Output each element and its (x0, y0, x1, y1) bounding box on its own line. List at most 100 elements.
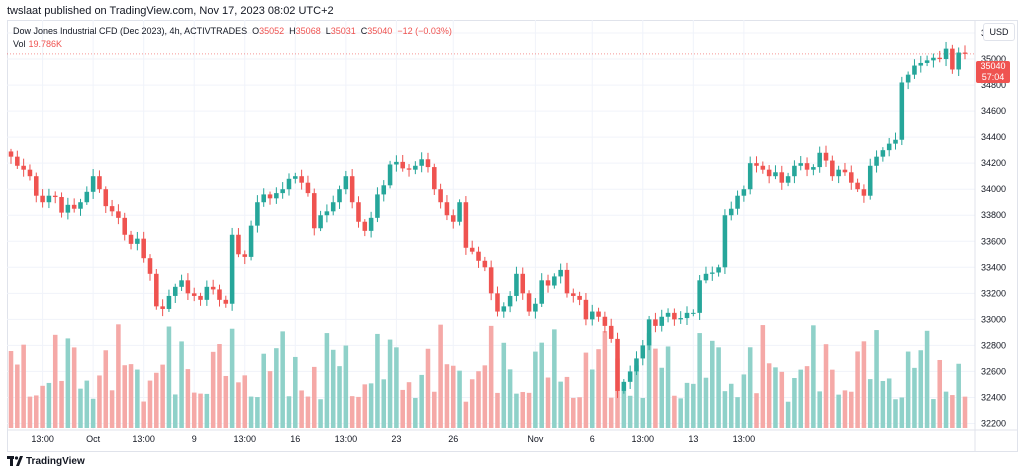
y-tick-label: 33200 (981, 288, 1006, 298)
candle-body (141, 238, 146, 259)
candle-body (154, 273, 159, 307)
volume-bar (337, 366, 342, 428)
candle-body (488, 267, 494, 294)
volume-bar (589, 369, 595, 428)
volume-bar (261, 353, 266, 428)
volume-bar (754, 393, 759, 428)
currency-button[interactable]: USD (983, 23, 1015, 41)
volume-bar (204, 393, 210, 428)
volume-bar (773, 367, 778, 428)
volume-bar (21, 344, 26, 428)
candle-body (912, 65, 917, 75)
candle-body (672, 312, 677, 320)
volume-bar (438, 324, 443, 428)
volume-bar (406, 382, 412, 428)
candle-body (684, 312, 690, 319)
legend-volume-row: Vol 19.786K (13, 38, 452, 51)
candle-body (646, 319, 652, 346)
candle-body (299, 176, 304, 183)
volume-bar (318, 399, 323, 428)
volume-bar (236, 382, 241, 428)
candle-body (191, 293, 197, 296)
volume-bar (147, 380, 153, 428)
volume-bar (678, 398, 683, 428)
candle-body (457, 202, 462, 222)
candle-body (520, 273, 526, 294)
candle-body (545, 280, 551, 286)
volume-bar (564, 376, 570, 428)
candle-body (886, 143, 892, 151)
candle-body (438, 189, 443, 203)
volume-bar (154, 372, 159, 428)
candle-body (217, 289, 222, 300)
volume-bar (185, 369, 191, 428)
volume-bar (65, 338, 71, 428)
volume-bar (229, 328, 235, 428)
volume-bar (368, 383, 374, 428)
candle-body (204, 286, 210, 300)
candle-body (855, 182, 860, 190)
volume-bar (274, 348, 279, 428)
y-tick-label: 33600 (981, 236, 1006, 246)
volume-bar (684, 382, 690, 428)
volume-bar (27, 396, 33, 428)
legend-ohlc-row: Dow Jones Industrial CFD (Dec 2023), 4h,… (13, 25, 452, 38)
volume-bar (71, 347, 77, 428)
candle-body (425, 159, 431, 168)
x-tick-label: 6 (590, 434, 595, 444)
volume-bar (931, 399, 936, 428)
candle-body (71, 204, 77, 209)
candle-body (501, 306, 507, 312)
volume-bar (830, 369, 835, 428)
volume-bar (324, 333, 330, 428)
volume-bar (463, 401, 469, 428)
candle-body (59, 197, 64, 213)
volume-bar (387, 339, 393, 428)
candle-body (514, 273, 519, 296)
x-tick-label: 13:00 (132, 434, 155, 444)
volume-bar (710, 340, 715, 428)
volume-bar (166, 326, 172, 428)
candle-body (589, 311, 595, 320)
candle-body (931, 57, 936, 61)
volume-bar (375, 333, 380, 428)
y-tick-label: 34000 (981, 184, 1006, 194)
candle-body (823, 152, 829, 161)
volume-bar (356, 396, 361, 428)
volume-bar (621, 391, 627, 428)
publish-info: twslaat published on TradingView.com, No… (7, 5, 334, 17)
volume-bar (400, 389, 405, 428)
volume-bar (558, 381, 563, 428)
volume-bar (747, 347, 753, 428)
y-tick-label: 35000 (981, 54, 1006, 64)
candle-body (849, 172, 854, 183)
high-label: H (289, 26, 296, 36)
candle-body (507, 295, 513, 307)
last-price-tag: 35040 57:04 (976, 61, 1010, 83)
candle-body (375, 194, 380, 218)
volume-bar (956, 363, 961, 428)
candle-body (381, 185, 387, 195)
candle-body (785, 176, 791, 183)
candle-body (956, 52, 961, 70)
candle-body (495, 293, 500, 312)
volume-bar (634, 365, 639, 428)
y-tick-label: 32200 (981, 418, 1006, 428)
volume-bar (703, 377, 709, 428)
volume-bar (330, 349, 336, 428)
candle-body (179, 280, 184, 287)
volume-bar (602, 331, 608, 428)
volume-bar (514, 393, 519, 428)
candle-body (198, 295, 203, 300)
candle-body (615, 338, 620, 391)
high-value: 35068 (295, 26, 321, 36)
price-chart[interactable]: 32200 32400 32600 32800 33000 33200 33400 33600… (7, 20, 1018, 452)
volume-bar (501, 342, 507, 428)
y-tick-label: 33000 (981, 314, 1006, 324)
volume-bar (760, 325, 766, 428)
candle-body (185, 280, 191, 294)
volume-bar (33, 395, 39, 428)
candle-body (817, 152, 822, 168)
volume-bar (179, 341, 184, 428)
candle-body (798, 163, 804, 166)
